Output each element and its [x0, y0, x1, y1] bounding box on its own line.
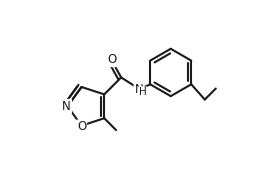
Text: N: N [135, 83, 143, 96]
Text: N: N [62, 100, 71, 113]
Text: O: O [77, 120, 86, 133]
Text: H: H [139, 87, 147, 97]
Text: O: O [107, 53, 116, 66]
